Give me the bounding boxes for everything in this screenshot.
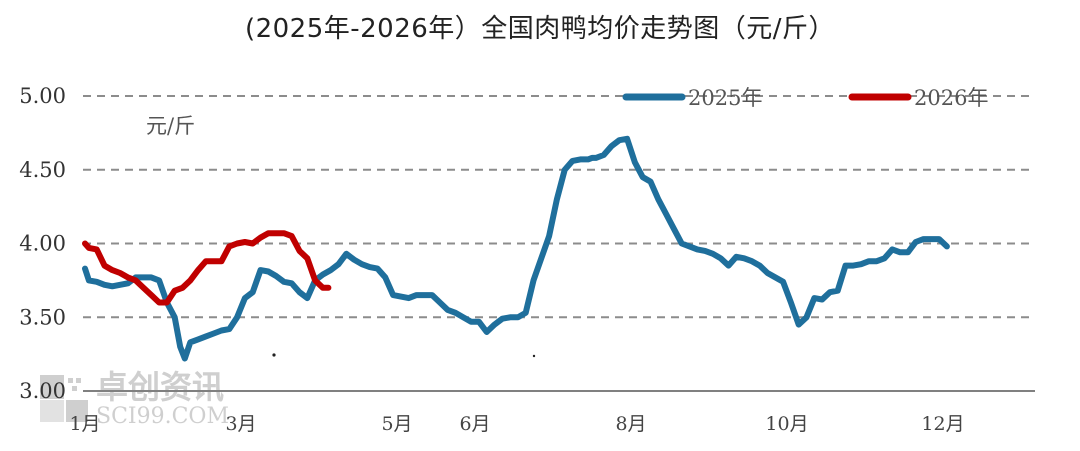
y-tick-label: 5.00: [19, 84, 66, 108]
stray-mark: [532, 354, 536, 358]
legend-item-2026: 2026年: [848, 86, 988, 110]
x-tick-label: 5月: [381, 413, 412, 435]
legend-item-2025: 2025年: [622, 86, 762, 110]
gridlines: [83, 95, 1035, 319]
x-axis-ticks: 1月 3月 5月 6月 8月 10月 12月: [69, 413, 964, 435]
x-tick-label: 8月: [615, 413, 646, 435]
y-tick-label: 3.50: [19, 305, 66, 329]
y-tick-label: 4.00: [19, 232, 66, 256]
watermark: 卓创资讯 SCI99.COM: [40, 368, 229, 429]
y-tick-label: 3.00: [19, 379, 66, 403]
x-tick-label: 1月: [69, 413, 100, 435]
chart-title: (2025年-2026年）全国肉鸭均价走势图（元/斤）: [244, 14, 836, 44]
svg-text:2025年: 2025年: [688, 86, 762, 110]
watermark-cn: 卓创资讯: [96, 368, 224, 406]
x-tick-label: 10月: [765, 413, 808, 435]
series-2026-line: [82, 230, 332, 306]
watermark-logo-icon: [40, 375, 88, 422]
x-tick-label: 6月: [459, 413, 490, 435]
series-2025-line: [82, 135, 950, 362]
y-unit-label: 元/斤: [146, 114, 195, 138]
x-tick-label: 3月: [225, 413, 256, 435]
y-axis-ticks: 3.00 3.50 4.00 4.50 5.00: [19, 84, 66, 403]
watermark-en: SCI99.COM: [96, 404, 229, 429]
y-tick-label: 4.50: [19, 158, 66, 182]
legend: 2025年 2026年: [622, 86, 988, 110]
x-tick-label: 12月: [921, 413, 964, 435]
svg-text:2026年: 2026年: [914, 86, 988, 110]
stray-mark: [272, 353, 276, 357]
